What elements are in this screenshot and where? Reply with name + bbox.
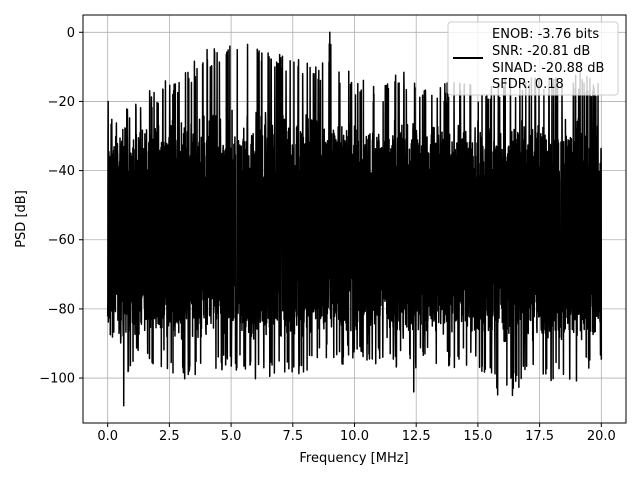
x-tick-label: 0.0 (97, 429, 118, 444)
legend-snr: SNR: -20.81 dB (492, 44, 590, 59)
x-axis-label: Frequency [MHz] (299, 451, 408, 466)
psd-series-line (106, 31, 603, 407)
x-tick-label: 7.5 (282, 429, 303, 444)
x-tick-label: 2.5 (159, 429, 180, 444)
x-tick-label: 20.0 (587, 429, 616, 444)
x-axis-ticks: 0.0 2.5 5.0 7.5 10.0 12.5 15.0 17.5 20.0 (97, 423, 616, 444)
x-tick-label: 10.0 (340, 429, 369, 444)
legend: ENOB: -3.76 bits SNR: -20.81 dB SINAD: -… (447, 21, 619, 96)
y-tick-label: −60 (48, 233, 75, 248)
legend-sinad: SINAD: -20.88 dB (492, 61, 604, 76)
y-tick-label: −80 (48, 302, 75, 317)
plot-area (106, 31, 603, 407)
x-tick-label: 15.0 (463, 429, 492, 444)
y-tick-label: 0 (67, 26, 75, 41)
y-tick-label: −100 (39, 372, 75, 387)
series-layer (106, 31, 603, 407)
legend-box (447, 21, 619, 96)
y-tick-label: −40 (48, 164, 75, 179)
x-tick-label: 17.5 (525, 429, 554, 444)
legend-enob: ENOB: -3.76 bits (492, 27, 599, 42)
x-tick-label: 12.5 (402, 429, 431, 444)
y-axis-label: PSD [dB] (14, 190, 29, 248)
y-tick-label: −20 (48, 95, 75, 110)
y-axis-ticks: 0 −20 −40 −60 −80 −100 (39, 26, 83, 387)
x-tick-label: 5.0 (221, 429, 242, 444)
legend-sfdr: SFDR: 0.18 (492, 77, 564, 92)
